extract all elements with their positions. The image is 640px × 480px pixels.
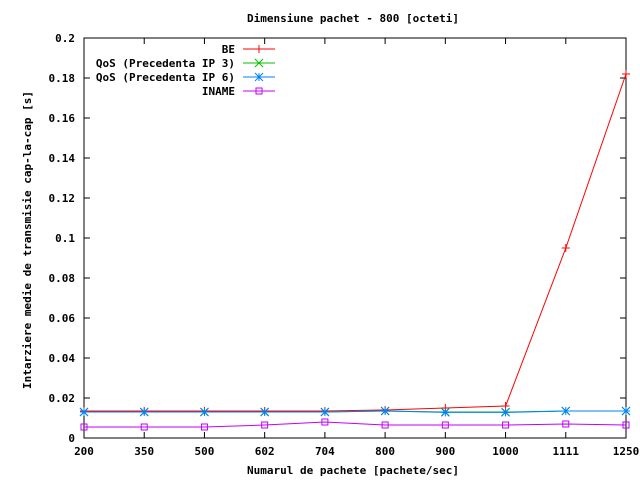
data-point (562, 420, 570, 428)
data-point (621, 406, 631, 416)
x-tick-label: 800 (375, 445, 395, 458)
legend-marker (255, 87, 263, 95)
y-tick-label: 0.12 (49, 192, 76, 205)
data-point (140, 423, 148, 431)
series-line (84, 421, 627, 428)
legend-label: INAME (202, 85, 235, 98)
y-tick-label: 0.06 (49, 312, 76, 325)
x-tick-label: 200 (74, 445, 94, 458)
data-point (200, 407, 209, 417)
legend-marker (254, 58, 264, 68)
data-point (561, 244, 570, 252)
y-tick-label: 0.16 (49, 112, 76, 125)
y-tick-label: 0.18 (49, 72, 76, 85)
series-qos-precedenta-ip-6 (79, 406, 631, 417)
x-tick-label: 1111 (553, 445, 580, 458)
y-tick-label: 0.2 (55, 32, 75, 45)
x-tick-label: 704 (315, 445, 335, 458)
axis-ticks: 0 0.02 0.04 0.06 0.08 0.1 0.12 0.14 0.16 0.18 0.2 2… (49, 32, 640, 458)
series-iname (80, 418, 630, 431)
data-point (320, 407, 330, 417)
axes (83, 37, 627, 439)
y-tick-label: 0 (68, 432, 75, 445)
series-line (84, 73, 627, 412)
data-point (80, 423, 88, 431)
legend-label: QoS (Precedenta IP 6) (96, 71, 235, 84)
legend-marker (254, 72, 264, 82)
legend-marker (255, 45, 263, 53)
data-point (622, 421, 630, 429)
y-tick-label: 0.1 (55, 232, 75, 245)
data-point (380, 406, 390, 416)
x-tick-label: 350 (134, 445, 154, 458)
series-group (79, 70, 631, 431)
y-tick-label: 0.02 (49, 392, 76, 405)
y-axis-label: Intarziere medie de transmisie cap-la-ca… (21, 91, 34, 389)
x-tick-label: 1000 (492, 445, 519, 458)
x-tick-label: 602 (255, 445, 275, 458)
series-be (80, 70, 630, 415)
data-point (79, 407, 89, 417)
data-point (260, 407, 270, 417)
y-tick-label: 0.08 (49, 272, 76, 285)
data-point (200, 423, 208, 431)
data-point (561, 406, 571, 416)
data-point (261, 421, 269, 429)
data-point (622, 70, 630, 78)
data-point (321, 418, 329, 426)
x-axis-label: Numarul de pachete [pachete/sec] (247, 464, 459, 477)
data-point (441, 421, 449, 429)
chart-title: Dimensiune pachet - 800 [octeti] (247, 12, 459, 25)
x-tick-label: 1250 (613, 445, 640, 458)
legend-label: BE (222, 43, 235, 56)
legend-label: QoS (Precedenta IP 3) (96, 57, 235, 70)
plot-frame (83, 37, 627, 439)
y-tick-label: 0.14 (49, 152, 76, 165)
data-point (139, 407, 149, 417)
series-line (84, 410, 626, 413)
y-tick-label: 0.04 (49, 352, 76, 365)
data-point (502, 421, 510, 429)
data-point (381, 421, 389, 429)
data-point (440, 408, 450, 417)
data-point (501, 408, 510, 417)
x-tick-label: 900 (435, 445, 455, 458)
x-tick-label: 500 (195, 445, 215, 458)
